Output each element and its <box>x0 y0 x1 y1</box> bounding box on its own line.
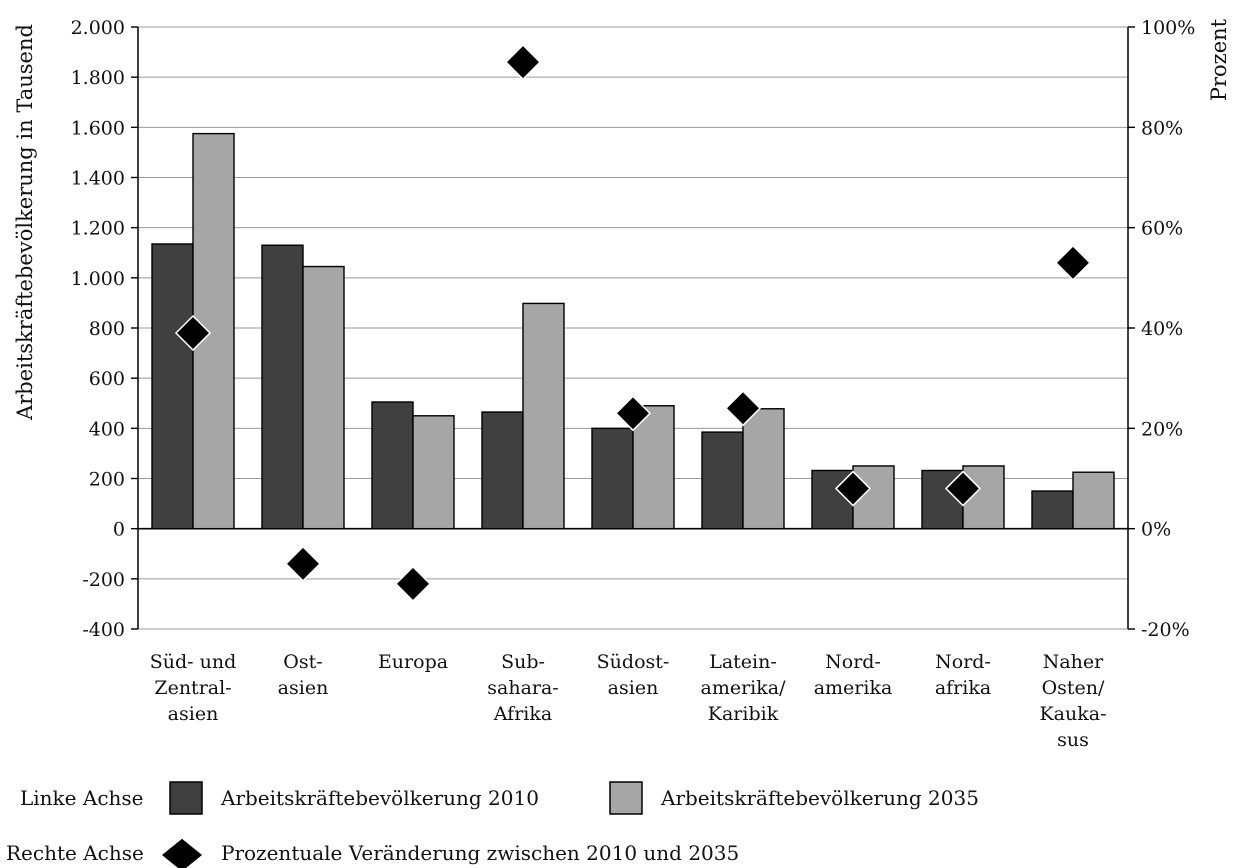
category-label: Süd- und Zentral-asien <box>150 651 237 725</box>
category-label: Ost-asien <box>278 651 329 699</box>
left-tick-label: 1.600 <box>71 117 125 139</box>
legend-right-axis-label: Rechte Achse <box>6 841 144 865</box>
left-tick-label: 200 <box>89 469 125 491</box>
bar-2010 <box>151 243 194 530</box>
legend-diamond-marker <box>160 837 204 868</box>
bar-2035 <box>742 408 785 530</box>
legend-left-axis-label: Linke Achse <box>20 786 144 810</box>
diamond-marker <box>724 390 762 427</box>
right-tick-label: 80% <box>1141 117 1183 139</box>
diamond-marker <box>1054 244 1092 281</box>
left-axis-title: Arbeitskräftebevölkerung in Tausend <box>13 24 37 421</box>
left-tick-label: 400 <box>89 418 125 440</box>
left-tick-label: 1.400 <box>71 168 125 190</box>
diamond-marker <box>834 470 872 507</box>
bar-2035 <box>522 302 565 530</box>
category-label: Nord-afrika <box>935 651 991 699</box>
left-tick-label: 800 <box>89 318 125 340</box>
category-label: Nord-amerika <box>814 651 893 699</box>
diamond-marker <box>944 470 982 507</box>
legend-swatch-2010 <box>169 781 203 815</box>
right-axis-title: Prozent <box>1207 18 1231 101</box>
bar-2035 <box>632 405 675 530</box>
category-label: Naher Osten/Kauka-sus <box>1039 651 1106 751</box>
left-tick-label: -400 <box>82 619 125 641</box>
bar-2010 <box>481 411 524 530</box>
bars <box>151 132 1115 530</box>
left-tick-label: 1.200 <box>71 218 125 240</box>
bar-2035 <box>302 265 345 530</box>
right-tick-label: 40% <box>1141 318 1183 340</box>
category-label: Europa <box>378 651 448 673</box>
diamond-marker <box>284 545 322 582</box>
right-tick-label: 100% <box>1141 17 1195 39</box>
left-tick-label: 1.800 <box>71 67 125 89</box>
diamond-marker <box>174 314 212 352</box>
bar-2035 <box>412 415 455 530</box>
legend-swatch-2035 <box>609 781 643 815</box>
left-tick-label: 600 <box>89 368 125 390</box>
tick-labels: -400 -200 0 200 400 600 800 1.000 1.200 1.400 1.60… <box>71 17 1196 641</box>
category-label: Südost-asien <box>597 651 670 699</box>
bar-2010 <box>1031 490 1074 530</box>
legend-label-change: Prozentuale Veränderung zwischen 2010 un… <box>221 841 739 865</box>
bar-2010 <box>591 427 634 530</box>
left-tick-label: 0 <box>113 519 125 541</box>
legend-label-2035: Arbeitskräftebevölkerung 2035 <box>660 786 979 810</box>
diamond-marker <box>614 395 652 432</box>
right-tick-label: 20% <box>1141 418 1183 440</box>
category-label: Sub-sahara-Afrika <box>487 651 558 725</box>
axes <box>131 26 1135 630</box>
left-tick-label: 2.000 <box>71 17 125 39</box>
left-tick-label: 1.000 <box>71 268 125 290</box>
right-tick-label: 60% <box>1141 218 1183 240</box>
bar-2010 <box>261 244 304 530</box>
category-label: Latein-amerika/Karibik <box>701 651 787 725</box>
markers <box>174 44 1092 602</box>
bar-2010 <box>701 431 744 530</box>
left-tick-label: -200 <box>82 569 125 591</box>
right-tick-label: -20% <box>1141 619 1190 641</box>
diamond-marker <box>504 44 542 81</box>
bar-2010 <box>371 401 414 530</box>
legend-label-2010: Arbeitskräftebevölkerung 2010 <box>220 786 539 810</box>
legend: Linke Achse Arbeitskräftebevölkerung 201… <box>6 781 979 868</box>
right-tick-label: 0% <box>1141 519 1171 541</box>
category-labels: Süd- und Zentral-asien Ost-asien Europa Sub-… <box>150 651 1107 751</box>
diamond-marker <box>394 565 432 602</box>
bar-2035 <box>1072 471 1115 530</box>
